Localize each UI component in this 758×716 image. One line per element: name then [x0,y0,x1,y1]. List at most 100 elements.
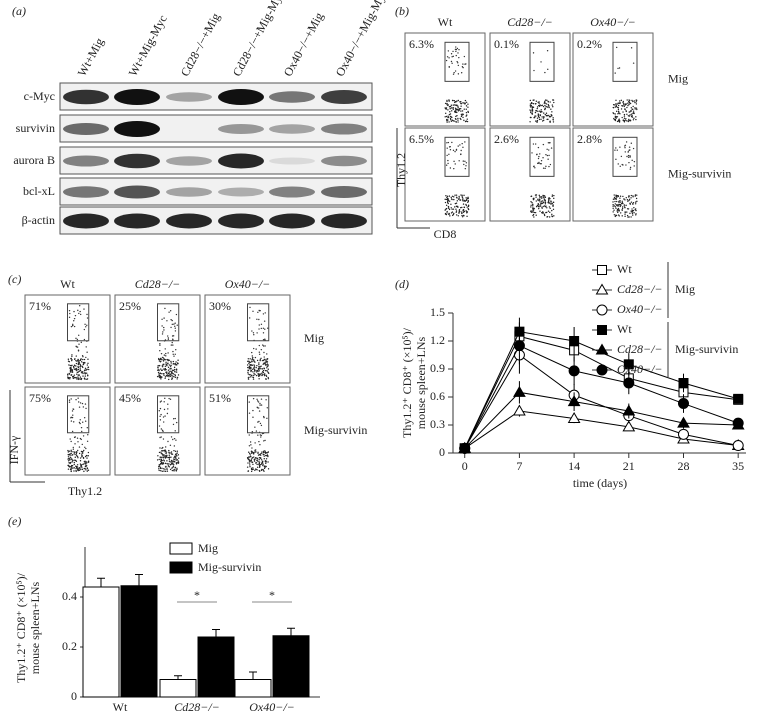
flow-dot [467,199,469,202]
flow-dot [252,368,254,371]
flow-dot [71,458,73,461]
flow-dot [87,358,89,360]
flow-dot [453,196,455,198]
flow-dot [253,364,255,366]
flow-dot [630,201,633,203]
flow-dot [166,365,168,367]
flow-dot [168,375,170,378]
flow-dot [262,450,265,453]
flow-dot [83,338,86,341]
flow-dot [87,362,89,365]
flow-dot [253,334,255,336]
flow-dot [452,55,454,58]
flow-dot [177,457,180,459]
flow-dot [446,56,449,58]
flow-dot [258,466,261,468]
data-point [677,428,689,440]
flow-dot [538,155,540,158]
flow-dot [452,108,454,110]
flow-dot [158,469,160,472]
flow-dot [467,201,469,204]
flow-dot [452,104,454,106]
flow-dot [635,107,638,109]
flow-dot [167,369,170,371]
flow-dot [529,110,532,112]
x-tick-label: 28 [677,459,689,473]
data-point [622,420,636,432]
flow-dot [629,114,631,116]
flow-dot [172,344,174,346]
flow-dot [86,368,88,371]
flow-dot [447,119,449,121]
flow-dot [545,211,547,214]
flow-dot [620,108,623,110]
flow-dot [542,201,545,204]
flow-dot [258,310,261,312]
flow-dot [539,163,541,165]
flow-dot [265,458,268,460]
legend-swatch [169,561,193,574]
flow-dot [75,355,77,357]
flow-dot [85,462,88,464]
flow-dot [540,109,542,111]
percentage: 30% [209,299,231,313]
flow-dot [618,203,621,206]
flow-dot [448,113,451,116]
flow-dot [266,361,268,363]
flow-dot [465,197,467,199]
flow-dot [70,371,72,373]
flow-dot [536,162,539,165]
flow-dot [619,205,621,208]
flow-dot [264,338,266,340]
flow-dot [164,462,167,465]
flow-dot [549,211,551,214]
flow-dot [263,351,265,354]
blot-band [218,187,264,197]
flow-dot [621,104,623,107]
flow-dot [162,331,164,333]
flow-dot [264,328,266,330]
flow-dot [264,460,267,462]
flow-dot [457,73,460,75]
flow-dot [159,350,161,352]
blot-strip [59,206,373,235]
flow-dot [537,110,539,113]
flow-dot [259,463,262,466]
flow-dot [617,205,619,207]
flow-dot [86,470,88,472]
flow-dot [445,204,448,207]
flow-dot [159,456,162,459]
flow-dot [248,458,250,461]
legend-marker [597,325,607,335]
flow-dot [623,117,626,119]
flow-dot [251,351,253,354]
flow-dot [622,111,624,113]
flow-dot [167,408,169,410]
flow-dot [445,207,448,210]
flow-dot [455,202,458,204]
flow-dot [463,206,465,208]
flow-dot [71,416,74,419]
flow-dot [80,450,83,453]
flow-dot [446,196,448,199]
percentage: 51% [209,391,231,405]
error-bar [212,629,220,637]
flow-dot [456,47,459,50]
flow-dot [444,102,447,105]
flow-dot [251,431,254,433]
flow-dot [162,421,165,423]
flow-dot [79,457,82,459]
flow-dot [247,457,249,460]
flow-dot [552,117,554,119]
flow-dot [169,461,171,463]
flow-dot [617,104,620,107]
flow-dot [455,214,458,216]
flow-dot [625,103,628,105]
flow-dot [617,195,619,197]
flow-dot [543,205,546,207]
series-line [464,354,739,449]
flow-dot [69,376,71,379]
flow-dot [454,163,456,165]
flow-dot [160,400,163,402]
flow-dot [618,112,620,114]
